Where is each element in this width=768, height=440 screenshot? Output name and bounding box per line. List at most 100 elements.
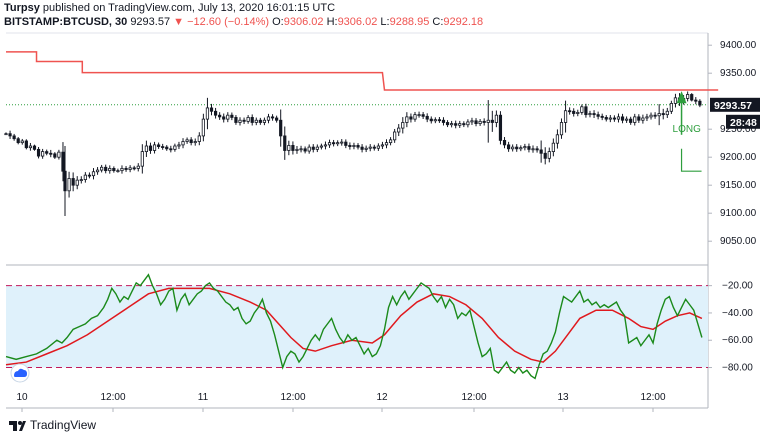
candle-body — [95, 169, 100, 173]
open-value: 9306.02 — [283, 16, 324, 28]
low-label: L: — [380, 16, 390, 28]
candle-body — [201, 118, 205, 137]
candle-body — [45, 151, 49, 154]
candle-body — [470, 120, 474, 123]
candle-body — [413, 114, 417, 120]
candle-body — [213, 110, 218, 116]
candle-body — [600, 115, 604, 118]
candle-body — [254, 119, 258, 123]
candle-body — [568, 110, 572, 113]
candle-body — [669, 103, 673, 112]
candle-body — [592, 113, 596, 116]
candle-body — [445, 122, 450, 126]
candle-body — [523, 146, 527, 149]
candle-body — [596, 114, 600, 117]
long-label: LONG — [673, 124, 702, 135]
candle-body — [16, 138, 20, 144]
candle-body — [576, 112, 580, 114]
candle-body — [79, 179, 83, 182]
candle-body — [230, 114, 234, 118]
candle-body — [61, 151, 65, 172]
candle-body — [348, 145, 352, 147]
candle-body — [20, 140, 24, 144]
candle-body — [462, 123, 466, 126]
candle-body — [205, 107, 210, 120]
candle-body — [266, 116, 271, 121]
publisher-name[interactable]: Turpsy — [4, 2, 40, 14]
x-tick-label: 12:00 — [100, 392, 125, 403]
candle-body — [551, 142, 555, 152]
candle-body — [91, 171, 96, 177]
timer-badge-bg — [726, 114, 760, 129]
candle-body — [641, 117, 645, 121]
candle-body — [502, 139, 507, 146]
candle-body — [185, 139, 189, 142]
candle-body — [356, 145, 360, 148]
candle-body — [506, 144, 511, 150]
candle-body — [87, 174, 92, 177]
candle-body — [657, 113, 661, 117]
candle-body — [177, 144, 181, 147]
down-triangle-icon: ▼ — [173, 16, 185, 28]
candle-body — [588, 113, 592, 116]
symbol-label: BITSTAMP:BTCUSD, 30 — [4, 16, 128, 28]
candle-body — [291, 145, 295, 151]
candle-body — [425, 115, 429, 120]
candle-body — [193, 141, 197, 144]
candle-body — [161, 146, 165, 148]
candle-body — [401, 122, 405, 129]
candle-body — [307, 146, 311, 152]
candle-body — [437, 119, 442, 122]
low-value: 9288.95 — [389, 16, 430, 28]
candle-body — [527, 146, 531, 150]
rsi-tick-label: −40.00 — [722, 308, 753, 319]
candle-body — [250, 117, 254, 123]
candle-body — [433, 119, 437, 122]
candle-body — [209, 107, 214, 112]
rsi-ma-line — [5, 287, 703, 366]
candle-body — [543, 152, 547, 159]
x-tick-label: 12:00 — [461, 392, 486, 403]
candle-body — [584, 106, 588, 116]
tradingview-footer[interactable]: TradingView — [8, 418, 96, 432]
candle-body — [372, 146, 376, 149]
rsi-tick-label: −60.00 — [722, 335, 753, 346]
candle-body — [83, 174, 87, 180]
candle-body — [71, 178, 75, 186]
x-tick-label: 13 — [557, 392, 569, 403]
candle-body — [344, 141, 348, 146]
candle-body — [384, 142, 389, 146]
candle-body — [128, 167, 132, 170]
candle-body — [397, 127, 401, 133]
candle-body — [698, 100, 702, 106]
long-arrow-head — [676, 91, 687, 104]
candle-body — [327, 142, 332, 146]
candle-body — [686, 94, 690, 99]
candle-body — [12, 135, 16, 140]
price-tick-label: 9200.00 — [720, 152, 757, 163]
candle-body — [104, 166, 108, 172]
x-tick-label: 12:00 — [280, 392, 305, 403]
candle-body — [421, 114, 425, 117]
candle-body — [466, 121, 470, 126]
candle-body — [649, 114, 653, 118]
candle-body — [311, 146, 315, 150]
candle-body — [287, 145, 291, 151]
close-value: 9292.18 — [443, 16, 484, 28]
candle-body — [234, 117, 238, 123]
resistance-line — [6, 51, 719, 91]
candle-body — [218, 114, 222, 118]
candle-body — [279, 119, 283, 137]
candle-body — [498, 114, 503, 141]
candle-body — [336, 142, 340, 145]
published-text: published on TradingView.com, July 13, 2… — [42, 2, 336, 14]
tradingview-brand: TradingView — [30, 418, 97, 432]
candle-body — [665, 110, 669, 116]
rsi-line — [5, 273, 703, 380]
candle-body — [494, 114, 498, 123]
candle-body — [315, 146, 319, 150]
candle-body — [519, 147, 523, 150]
candle-body — [653, 114, 657, 117]
candle-body — [629, 118, 633, 123]
